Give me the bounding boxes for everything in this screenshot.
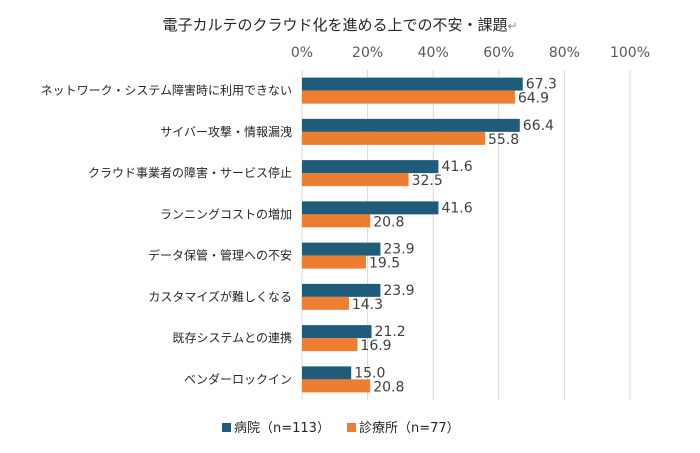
chart-title: 電子カルテのクラウド化を進める上での不安・課題↵ — [162, 16, 517, 34]
legend-label-clinic: 診療所（n=77） — [359, 420, 460, 436]
category-label: サイバー攻撃・情報漏洩 — [160, 124, 292, 139]
data-label: 14.3 — [352, 297, 383, 313]
bar-hospital — [302, 77, 523, 91]
bar-clinic — [302, 296, 349, 310]
bar-hospital — [302, 160, 439, 174]
x-tick-label: 80% — [549, 45, 580, 61]
x-tick-label: 0% — [291, 45, 313, 61]
data-label: 32.5 — [412, 173, 443, 189]
bar-hospital — [302, 283, 381, 297]
category-label: カスタマイズが難しくなる — [148, 289, 292, 304]
bars — [302, 77, 523, 393]
bar-hospital — [302, 325, 372, 339]
data-label: 20.8 — [373, 214, 404, 230]
bar-clinic — [302, 90, 515, 104]
legend: 病院（n=113） 診療所（n=77） — [222, 420, 460, 436]
data-label: 64.9 — [518, 91, 549, 107]
legend-swatch-clinic — [347, 423, 356, 432]
data-label: 41.6 — [441, 159, 472, 175]
data-label: 67.3 — [526, 77, 557, 93]
data-label: 16.9 — [360, 338, 391, 354]
bar-hospital — [302, 118, 520, 132]
x-tick-label: 20% — [352, 45, 383, 61]
x-tick-label: 60% — [483, 45, 514, 61]
bar-clinic — [302, 338, 358, 352]
category-label: ネットワーク・システム障害時に利用できない — [41, 83, 292, 98]
data-label: 20.8 — [373, 379, 404, 395]
bar-hospital — [302, 366, 352, 380]
x-axis-ticks: 0% 20% 40% 60% 80% 100% — [291, 45, 650, 61]
category-label: ランニングコストの増加 — [160, 207, 292, 221]
chart-title-text: 電子カルテのクラウド化を進める上での不安・課題 — [162, 16, 507, 34]
bar-clinic — [302, 131, 486, 145]
category-label: データ保管・管理への不安 — [148, 248, 292, 263]
category-label: ベンダーロックイン — [184, 371, 292, 386]
data-label: 21.2 — [375, 324, 406, 340]
x-tick-label: 100% — [610, 45, 650, 61]
bar-clinic — [302, 214, 371, 228]
bar-hospital — [302, 242, 381, 256]
legend-label-hospital: 病院（n=113） — [234, 421, 330, 436]
data-label: 15.0 — [354, 365, 385, 381]
bar-clinic — [302, 255, 366, 269]
chart-title-return-mark: ↵ — [507, 19, 517, 33]
x-tick-label: 40% — [418, 45, 449, 61]
bar-hospital — [302, 201, 439, 215]
category-label: 既存システムとの連携 — [172, 330, 292, 345]
bar-clinic — [302, 379, 371, 393]
data-label: 19.5 — [369, 256, 400, 272]
data-label: 41.6 — [441, 200, 472, 216]
bar-clinic — [302, 173, 409, 187]
legend-swatch-hospital — [222, 423, 231, 432]
data-label: 23.9 — [383, 283, 414, 299]
category-labels: ネットワーク・システム障害時に利用できないサイバー攻撃・情報漏洩クラウド事業者の… — [41, 83, 292, 387]
data-label: 23.9 — [383, 242, 414, 258]
data-label: 55.8 — [488, 132, 519, 148]
category-label: クラウド事業者の障害・サービス停止 — [88, 165, 292, 180]
data-labels: 67.364.966.455.841.632.541.620.823.919.5… — [352, 77, 557, 396]
data-label: 66.4 — [523, 118, 554, 134]
